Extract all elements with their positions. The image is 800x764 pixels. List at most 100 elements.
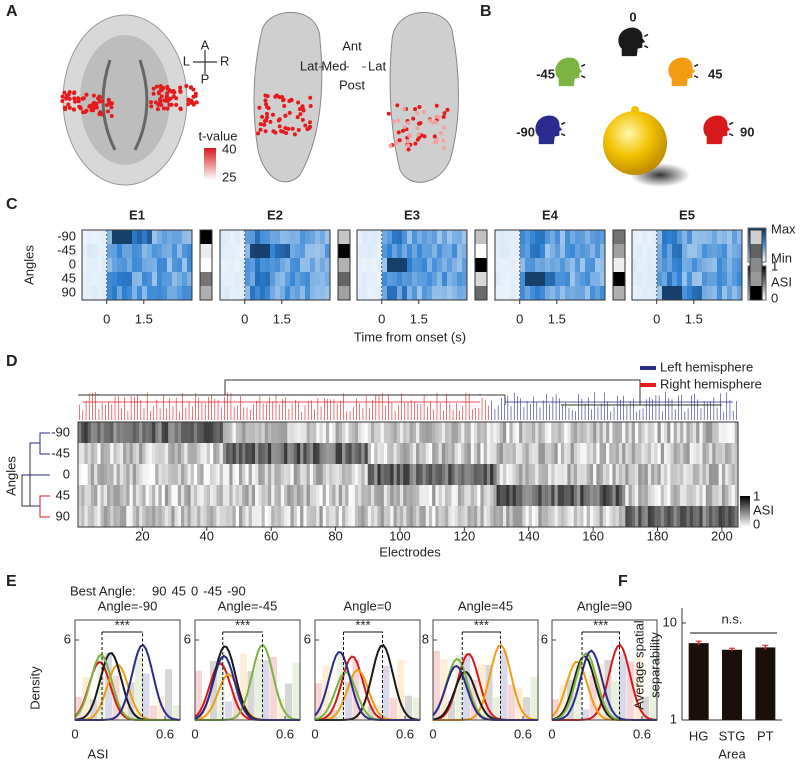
- heatmap-cell: [238, 485, 243, 506]
- heatmap-cell: [280, 244, 286, 259]
- histogram-bar: [530, 676, 538, 720]
- electrode-dot: [109, 105, 114, 110]
- heatmap-cell: [702, 258, 708, 273]
- heatmap-cell: [445, 485, 449, 506]
- heatmap-cell: [712, 286, 718, 301]
- heatmap-cell: [129, 506, 134, 527]
- heatmap-cell: [364, 464, 369, 485]
- heatmap-cell: [447, 258, 453, 273]
- heatmap-cell: [432, 230, 438, 245]
- heatmap-cell: [725, 485, 729, 506]
- electrode-dot: [164, 94, 169, 99]
- heatmap-cell: [325, 485, 330, 506]
- heatmap-cell: [315, 230, 321, 245]
- heatmap-cell: [354, 464, 359, 485]
- heatmap-cell: [132, 286, 138, 301]
- heatmap-cell: [172, 244, 178, 259]
- heatmap-cell: [270, 272, 276, 287]
- heatmap-cell: [230, 258, 236, 273]
- heatmap-cell: [155, 443, 159, 464]
- heatmap-cell: [727, 244, 733, 259]
- heatmap-cell: [377, 422, 381, 443]
- heatmap-cell: [303, 464, 307, 485]
- electrode-dot: [104, 103, 109, 108]
- heatmap-cell: [499, 422, 504, 443]
- heatmap-cell: [538, 485, 542, 506]
- electrode-dot: [422, 134, 427, 139]
- heatmap-cell: [351, 443, 356, 464]
- heatmap-cell: [387, 286, 393, 301]
- heatmap-cell: [94, 506, 98, 527]
- heatmap-cell: [255, 485, 259, 506]
- heatmap-cell: [722, 244, 728, 259]
- colorbar-label: 1: [753, 488, 760, 503]
- heatmap-cell: [387, 485, 391, 506]
- heatmap-cell: [164, 443, 169, 464]
- axes-frame: [432, 619, 539, 721]
- heatmap-cell: [544, 422, 549, 443]
- heatmap-cell: [197, 443, 201, 464]
- heatmap-cell: [280, 485, 285, 506]
- heatmap-cell: [457, 272, 463, 287]
- heatmap-cell: [296, 422, 301, 443]
- heatmap-cell: [310, 272, 316, 287]
- angle-label: 0: [629, 9, 636, 24]
- heatmap-cell: [731, 464, 736, 485]
- electrode-dot: [406, 139, 411, 144]
- heatmap-cell: [322, 506, 327, 527]
- heatmap-cell: [238, 464, 243, 485]
- heatmap-cell: [515, 443, 520, 464]
- heatmap-cell: [477, 422, 481, 443]
- heatmap-cell: [467, 443, 472, 464]
- heatmap-cell: [403, 485, 407, 506]
- heatmap-cell: [358, 485, 362, 506]
- electrode-title: E3: [404, 207, 420, 222]
- heatmap-cell: [606, 443, 610, 464]
- heatmap-cell: [551, 506, 555, 527]
- heatmap-cell: [126, 443, 130, 464]
- heatmap-cell: [275, 272, 281, 287]
- heatmap-cell: [181, 485, 185, 506]
- heatmap-cell: [92, 230, 98, 245]
- heatmap-cell: [174, 485, 179, 506]
- heatmap-cell: [712, 464, 716, 485]
- heatmap-cell: [495, 272, 501, 287]
- heatmap-cell: [403, 506, 407, 527]
- heatmap-cell: [595, 244, 601, 259]
- heatmap-cell: [190, 464, 195, 485]
- heatmap-cell: [270, 230, 276, 245]
- heatmap-cell: [721, 485, 726, 506]
- heatmap-cell: [686, 506, 691, 527]
- heatmap-cell: [725, 422, 729, 443]
- heatmap-cell: [545, 244, 551, 259]
- heatmap-cell: [315, 258, 321, 273]
- heatmap-cell: [305, 230, 311, 245]
- heatmap-cell: [580, 464, 584, 485]
- heatmap-cell: [171, 506, 175, 527]
- heatmap-cell: [260, 230, 266, 245]
- heatmap-cell: [662, 286, 668, 301]
- heatmap-cell: [342, 464, 346, 485]
- label: 25: [222, 169, 236, 184]
- heatmap-cell: [461, 464, 465, 485]
- electrode-dot: [442, 125, 447, 130]
- heatmap-cell: [506, 464, 510, 485]
- heatmap-cell: [296, 506, 301, 527]
- heatmap-cell: [638, 464, 642, 485]
- heatmap-cell: [251, 464, 256, 485]
- heatmap-cell: [335, 422, 340, 443]
- heatmap-cell: [727, 258, 733, 273]
- electrode-dot: [283, 126, 288, 131]
- heatmap-cell: [647, 485, 652, 506]
- heatmap-cell: [162, 244, 168, 259]
- heatmap-cell: [506, 506, 510, 527]
- heatmap-cell: [448, 485, 452, 506]
- heatmap-cell: [682, 244, 688, 259]
- heatmap-cell: [132, 272, 138, 287]
- heatmap-cell: [427, 272, 433, 287]
- heatmap-cell: [602, 485, 607, 506]
- heatmap-cell: [580, 506, 584, 527]
- x-tick-label: 1.5: [548, 311, 566, 326]
- heatmap-cell: [577, 464, 581, 485]
- heatmap-cell: [216, 485, 220, 506]
